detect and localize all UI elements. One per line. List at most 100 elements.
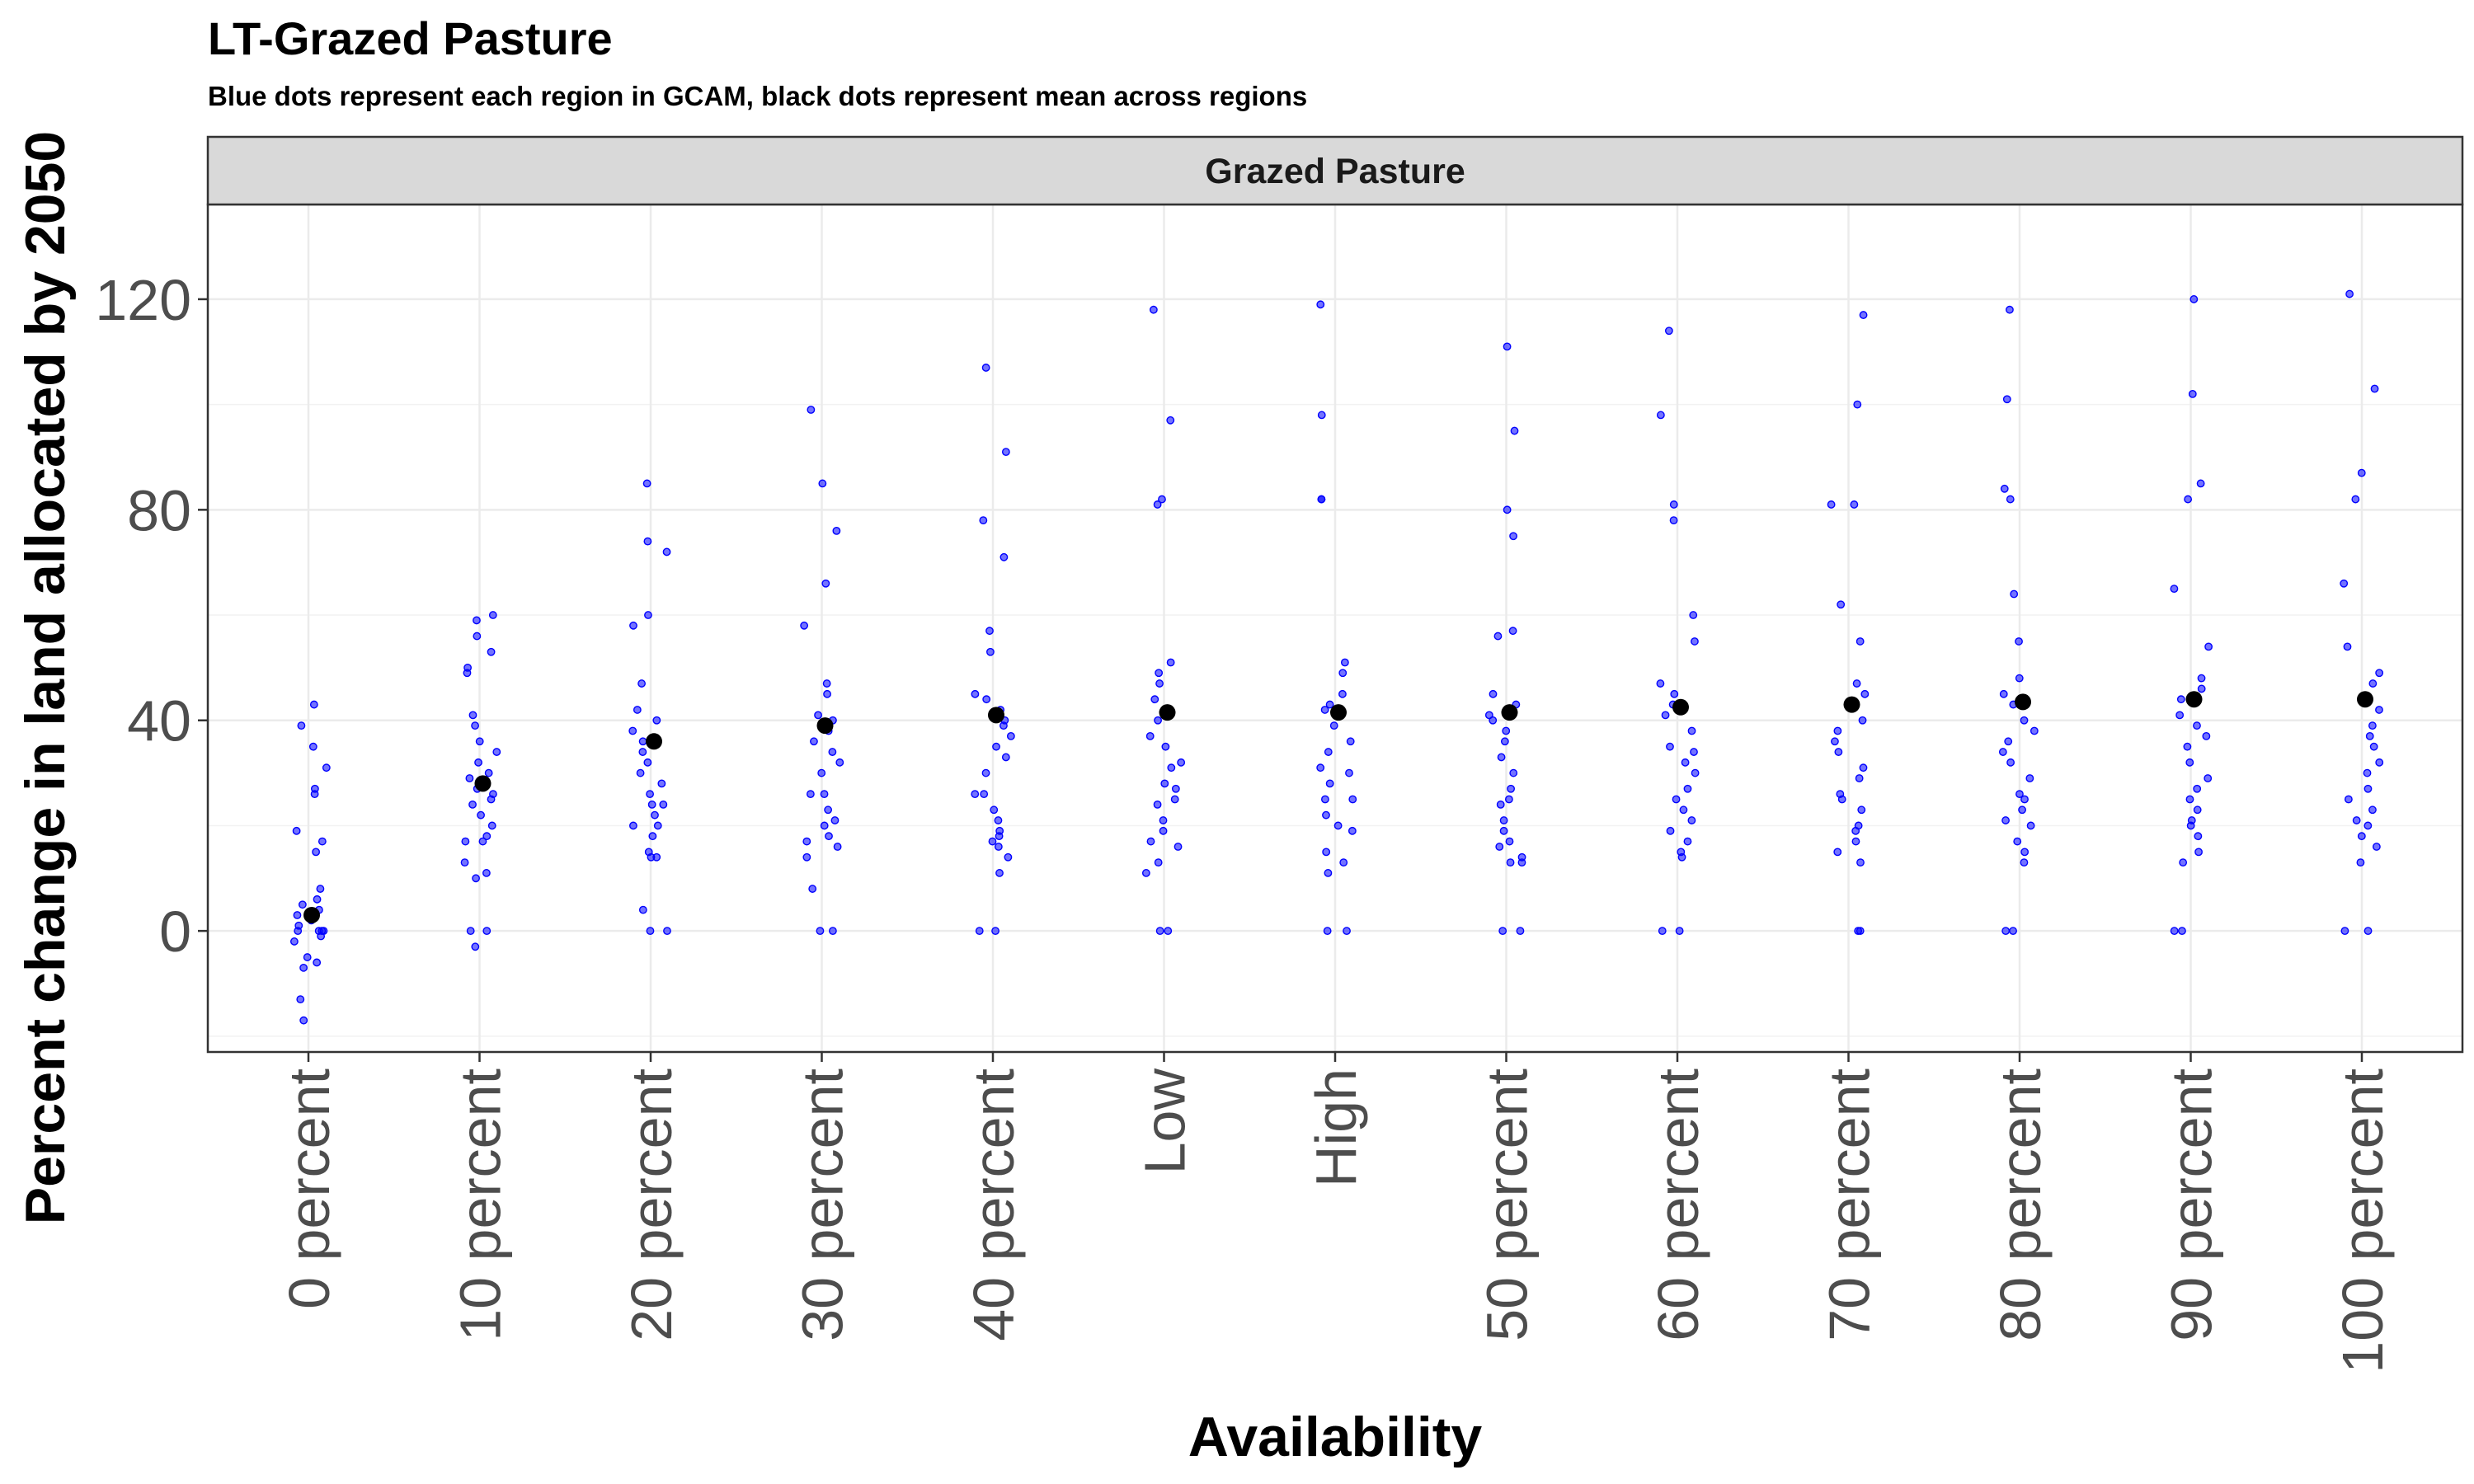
region-point xyxy=(289,937,299,946)
region-point xyxy=(1489,689,1498,698)
facet-strip-label: Grazed Pasture xyxy=(1205,152,1465,191)
region-point xyxy=(2020,848,2030,857)
region-point xyxy=(2188,389,2197,398)
x-tick-label: 100 percent xyxy=(2331,1068,2395,1374)
region-point xyxy=(995,869,1004,877)
region-point xyxy=(1499,826,1508,835)
region-point xyxy=(802,852,811,862)
region-point xyxy=(2018,805,2026,815)
region-point xyxy=(2197,674,2206,683)
region-point xyxy=(1489,716,1498,725)
region-point xyxy=(648,832,657,841)
region-point xyxy=(1146,837,1155,846)
region-point xyxy=(1507,784,1515,793)
region-point xyxy=(1333,821,1343,830)
region-point xyxy=(1160,779,1169,788)
region-point xyxy=(1317,495,1326,504)
region-point xyxy=(2375,758,2384,767)
region-point xyxy=(1503,342,1512,351)
mean-point xyxy=(1672,698,1689,716)
region-point xyxy=(1345,768,1353,777)
region-point xyxy=(2010,589,2019,599)
region-point xyxy=(2352,816,2361,824)
region-point xyxy=(308,742,317,751)
region-point xyxy=(1510,426,1519,435)
region-point xyxy=(313,895,322,904)
region-point xyxy=(643,537,652,546)
region-point xyxy=(1496,801,1505,809)
region-point xyxy=(1683,837,1692,846)
region-point xyxy=(2001,816,2010,824)
region-point xyxy=(1153,500,1162,509)
region-point xyxy=(820,821,829,830)
region-point xyxy=(487,795,496,804)
region-point xyxy=(2186,821,2195,830)
region-point xyxy=(1166,416,1175,425)
region-point xyxy=(638,737,647,746)
region-point xyxy=(971,790,980,799)
region-point xyxy=(1006,731,1015,740)
region-point xyxy=(808,885,817,893)
region-point xyxy=(1316,300,1325,309)
region-point xyxy=(2006,758,2015,767)
region-point xyxy=(2025,774,2034,782)
region-point xyxy=(994,843,1003,851)
region-point xyxy=(823,689,831,698)
region-point xyxy=(1322,810,1330,819)
region-point xyxy=(1171,784,1180,793)
region-point xyxy=(986,647,995,656)
region-point xyxy=(293,911,302,919)
region-point xyxy=(825,832,833,841)
region-point xyxy=(309,700,318,709)
region-point xyxy=(1493,632,1503,641)
x-tick-label: 30 percent xyxy=(791,1068,855,1341)
region-point xyxy=(971,689,980,698)
region-point xyxy=(2194,832,2203,841)
region-point xyxy=(319,927,328,936)
region-point xyxy=(471,721,479,730)
region-point xyxy=(303,953,312,961)
region-point xyxy=(1339,858,1348,867)
region-point xyxy=(1851,826,1860,835)
region-point xyxy=(999,552,1009,561)
region-point xyxy=(1325,700,1334,709)
region-point xyxy=(1850,500,1859,509)
axes: 0 40 80 120 0 percent 10 percent 20 percent 30 … xyxy=(95,268,2395,1374)
region-point xyxy=(1998,748,2007,756)
region-point xyxy=(1170,795,1179,804)
region-point xyxy=(644,611,652,619)
region-point xyxy=(2357,468,2366,477)
region-point xyxy=(1666,826,1675,835)
region-point xyxy=(475,737,484,746)
region-point xyxy=(1004,852,1013,862)
region-point xyxy=(985,627,994,636)
mean-point xyxy=(816,717,834,735)
region-point xyxy=(662,547,671,556)
region-point xyxy=(2000,484,2009,493)
region-point xyxy=(1661,711,1670,720)
region-point xyxy=(463,669,472,678)
region-point xyxy=(468,711,477,720)
region-point xyxy=(2004,737,2013,746)
region-point xyxy=(1853,400,1862,409)
region-point xyxy=(1321,795,1329,804)
region-point xyxy=(1691,768,1700,777)
mean-point xyxy=(1330,704,1347,721)
region-point xyxy=(1687,726,1696,735)
region-point xyxy=(830,816,840,824)
region-point xyxy=(465,774,474,782)
region-point xyxy=(806,790,815,799)
region-point xyxy=(638,905,647,914)
region-point xyxy=(478,837,487,846)
region-point xyxy=(2368,805,2377,815)
region-point xyxy=(1167,763,1176,773)
region-point xyxy=(981,364,990,372)
region-point xyxy=(2202,731,2211,740)
region-point xyxy=(994,816,1003,824)
region-point xyxy=(1852,679,1861,688)
region-point xyxy=(2193,721,2201,730)
mean-point xyxy=(1159,704,1176,721)
region-point xyxy=(1325,779,1334,788)
region-point xyxy=(2343,642,2352,651)
region-point xyxy=(1348,826,1357,835)
